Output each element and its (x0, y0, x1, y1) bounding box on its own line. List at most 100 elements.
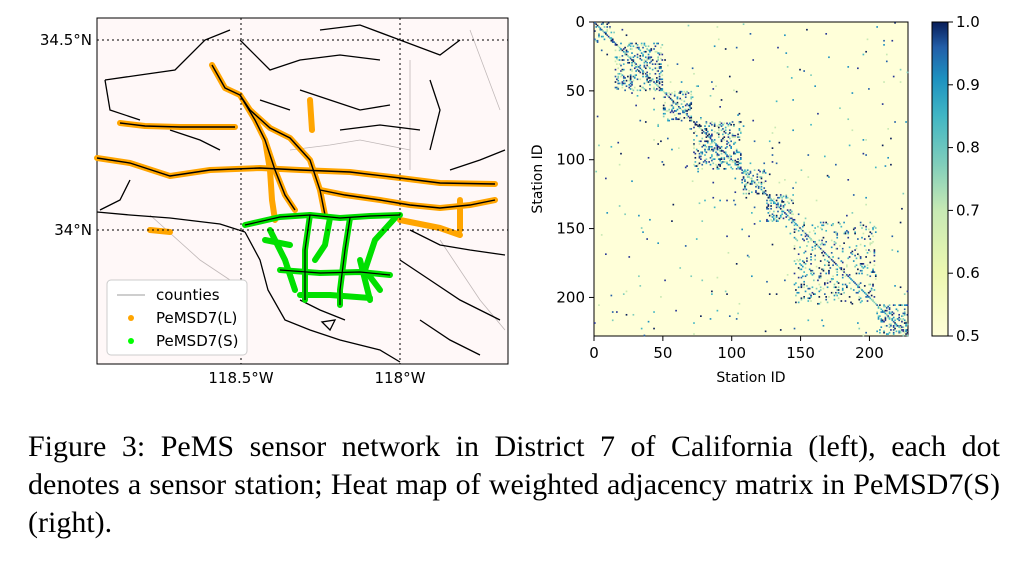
heatmap-cell (862, 53, 865, 56)
heatmap-cell (705, 162, 708, 165)
heatmap-cell (672, 101, 675, 104)
heatmap-cell (668, 108, 671, 111)
heatmap-cell (690, 115, 693, 118)
heatmap-cell (716, 132, 719, 134)
heatmap-cell (704, 144, 706, 147)
heatmap-cell (873, 254, 876, 257)
heatmap-cell (640, 327, 643, 330)
heatmap-cell (646, 78, 648, 81)
heatmap-cell (622, 82, 625, 85)
heatmap-cell (766, 206, 768, 209)
heatmap-cell (894, 285, 896, 287)
heatmap-cell (884, 165, 887, 167)
heatmap-cell (609, 37, 611, 39)
heatmap-cell (832, 278, 834, 280)
heatmap-cell (788, 218, 790, 221)
heatmap-cell (883, 311, 885, 313)
heatmap-cell (775, 216, 778, 218)
heatmap-cell (712, 150, 715, 152)
heatmap-cell (682, 93, 684, 96)
heatmap-cell (660, 67, 662, 70)
heatmap-cell (671, 110, 673, 112)
heatmap-cell (657, 79, 660, 82)
heatmap-cell (731, 134, 734, 137)
heatmap-cell (658, 67, 661, 70)
heatmap-cell (687, 108, 690, 111)
heatmap-cell (814, 258, 817, 261)
heatmap-cell (653, 42, 655, 45)
heatmap-cell (625, 49, 628, 52)
heatmap-cell (606, 23, 609, 26)
heatmap-cell (737, 312, 739, 315)
heatmap-cell (835, 163, 837, 166)
heatmap-cell (857, 268, 859, 271)
heatmap-cell (643, 71, 646, 74)
heatmap-cell (622, 77, 625, 79)
heatmap-cell (617, 67, 620, 70)
heatmap-cell (627, 59, 629, 61)
heatmap-cell (823, 251, 826, 254)
heatmap-cell (796, 239, 799, 242)
heatmap-cell (728, 75, 731, 78)
heatmap-cell (694, 130, 697, 133)
heatmap-cell (733, 136, 735, 138)
heatmap-cell (599, 27, 602, 30)
heatmap-cell (651, 78, 654, 81)
heatmap-cell (607, 22, 610, 24)
heatmap-cell (833, 298, 836, 301)
heatmap-cell (873, 264, 876, 267)
heatmap-cell (709, 136, 712, 138)
heatmap-cell (873, 289, 876, 291)
heatmap-cell (669, 93, 672, 96)
heatmap-cell (633, 75, 636, 78)
heatmap-cell (683, 111, 686, 114)
heatmap-cell (734, 159, 737, 162)
heatmap-cell (757, 185, 760, 188)
heatmap-cell (611, 311, 614, 313)
heatmap-cell (899, 81, 902, 83)
heatmap-cell (653, 81, 655, 83)
heatmap-cell (620, 152, 622, 155)
heatmap-cell (704, 125, 706, 127)
heatmap-cell (711, 154, 713, 156)
heatmap-cell (870, 242, 873, 245)
heatmap-cell (616, 56, 618, 59)
heatmap-cell (629, 79, 632, 82)
heatmap-cell (789, 198, 792, 200)
heatmap-cell (870, 289, 873, 291)
heatmap-cell (709, 122, 712, 125)
heatmap-cell (814, 254, 817, 257)
heatmap-cell (711, 145, 713, 148)
heatmap-cell (793, 221, 796, 224)
heatmap-cell (684, 104, 687, 107)
heatmap-cell (595, 170, 598, 173)
heatmap-cell (848, 296, 851, 298)
heatmap-cell (804, 217, 807, 220)
heatmap-xtick-label: 100 (717, 344, 746, 362)
heatmap-cell (903, 319, 906, 322)
heatmap-cell (803, 280, 805, 283)
heatmap-cell (767, 212, 770, 214)
heatmap-cell (837, 297, 840, 300)
heatmap-cell (778, 217, 781, 220)
heatmap-cell (766, 199, 768, 202)
heatmap-cell (822, 254, 825, 257)
heatmap-cell (905, 304, 907, 306)
heatmap-cell (633, 77, 636, 79)
heatmap-cell (773, 202, 775, 205)
heatmap-cell (887, 156, 889, 159)
heatmap-cell (624, 77, 626, 79)
heatmap-cell (881, 319, 884, 322)
heatmap-cell (622, 48, 625, 50)
heatmap-cell (631, 42, 633, 45)
heatmap-cell (728, 159, 731, 162)
heatmap-cell (716, 152, 719, 155)
heatmap-cell (771, 132, 774, 134)
heatmap-cell (720, 156, 723, 159)
heatmap-cell (694, 123, 697, 126)
heatmap-cell (678, 112, 680, 115)
heatmap-cell (905, 322, 907, 324)
heatmap-cell (839, 223, 841, 225)
heatmap-cell (774, 126, 777, 129)
heatmap-cell (594, 22, 596, 24)
